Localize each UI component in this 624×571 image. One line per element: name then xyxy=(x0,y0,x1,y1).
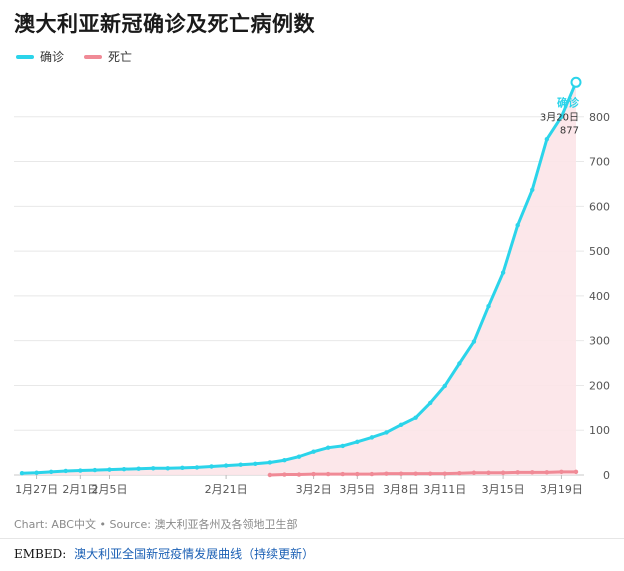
confirmed-point xyxy=(267,460,273,465)
confirmed-point xyxy=(34,470,39,475)
deaths-point xyxy=(369,471,375,477)
y-tick-label: 100 xyxy=(589,424,610,437)
x-tick-label: 3月2日 xyxy=(296,483,332,496)
x-tick-label: 2月1日 xyxy=(62,483,98,496)
confirmed-point xyxy=(92,467,98,473)
y-tick-label: 600 xyxy=(589,200,610,213)
legend-item-deaths: 死亡 xyxy=(84,48,132,65)
deaths-point xyxy=(457,471,462,476)
confirmed-point xyxy=(530,187,535,192)
x-tick-label: 3月19日 xyxy=(540,483,583,496)
legend-label-deaths: 死亡 xyxy=(108,50,133,64)
confirmed-point xyxy=(107,467,112,472)
confirmed-point xyxy=(311,449,316,454)
deaths-point xyxy=(340,471,345,477)
confirmed-point xyxy=(136,466,141,471)
confirmed-point xyxy=(515,222,520,228)
x-tick-label: 2月21日 xyxy=(205,483,248,496)
deaths-point xyxy=(267,472,273,478)
y-tick-label: 800 xyxy=(589,111,610,124)
confirmed-point xyxy=(78,468,83,473)
confirmed-point xyxy=(165,466,170,471)
y-tick-label: 400 xyxy=(589,290,610,303)
confirmed-point xyxy=(325,445,331,450)
confirmed-point xyxy=(442,383,447,389)
deaths-point xyxy=(355,471,360,477)
x-tick-label: 3月8日 xyxy=(383,483,419,496)
confirmed-point xyxy=(340,443,345,449)
deaths-point xyxy=(500,470,506,475)
legend-label-confirmed: 确诊 xyxy=(40,50,65,64)
deaths-point xyxy=(398,471,404,476)
y-tick-label: 300 xyxy=(589,335,610,348)
deaths-point xyxy=(428,471,433,476)
confirmed-point xyxy=(282,458,287,463)
confirmed-point xyxy=(500,270,506,275)
deaths-point xyxy=(384,471,389,476)
embed-link[interactable]: 澳大利亚全国新冠疫情发展曲线（持续更新） xyxy=(74,547,315,561)
deaths-point xyxy=(515,470,520,475)
annotation-series-label: 确诊 xyxy=(557,95,580,109)
chart-source: Chart: ABC中文 • Source: 澳大利亚各州及各领地卫生部 xyxy=(14,518,298,531)
confirmed-point xyxy=(63,468,68,474)
highlight-point xyxy=(570,76,582,88)
deaths-point xyxy=(311,471,316,477)
confirmed-point xyxy=(223,463,229,468)
confirmed-point xyxy=(253,461,258,467)
embed-row: EMBED: 澳大利亚全国新冠疫情发展曲线（持续更新） xyxy=(14,545,314,562)
legend-swatch-confirmed xyxy=(16,54,34,59)
deaths-point xyxy=(530,470,535,475)
deaths-point xyxy=(413,471,418,476)
x-tick-label: 3月11日 xyxy=(423,483,466,496)
chart-title: 澳大利亚新冠确诊及死亡病例数 xyxy=(14,12,315,36)
embed-label: EMBED: xyxy=(14,547,67,561)
deaths-point xyxy=(573,469,579,475)
confirmed-point xyxy=(355,439,360,445)
confirmed-point xyxy=(457,361,462,366)
confirmed-point xyxy=(486,303,491,309)
deaths-point xyxy=(486,470,491,475)
confirmed-point xyxy=(151,466,156,471)
confirmed-point xyxy=(428,400,433,406)
deaths-point xyxy=(282,472,287,477)
x-tick-label: 3月15日 xyxy=(482,483,525,496)
legend: 确诊 死亡 xyxy=(16,48,152,65)
legend-item-confirmed: 确诊 xyxy=(16,48,64,65)
confirmed-point xyxy=(384,430,389,435)
annotation-value: 877 xyxy=(560,125,579,136)
confirmed-point xyxy=(398,422,404,428)
deaths-point xyxy=(442,471,447,476)
confirmed-point xyxy=(209,464,214,469)
confirmed-area xyxy=(22,82,576,475)
annotation-date: 3月20日 xyxy=(540,111,579,123)
legend-swatch-deaths xyxy=(84,54,103,59)
confirmed-point xyxy=(296,454,302,459)
deaths-point xyxy=(471,470,477,475)
confirmed-point xyxy=(559,114,564,119)
confirmed-point xyxy=(194,465,200,470)
x-tick-label: 2月5日 xyxy=(91,483,127,496)
deaths-point xyxy=(296,472,302,477)
y-tick-label: 700 xyxy=(589,156,610,169)
deaths-point xyxy=(559,469,564,475)
y-tick-label: 500 xyxy=(589,245,610,258)
confirmed-point xyxy=(413,415,418,420)
deaths-line xyxy=(268,470,578,477)
y-tick-label: 200 xyxy=(589,379,610,392)
deaths-point xyxy=(544,470,550,475)
confirmed-point xyxy=(471,339,477,344)
footer-divider xyxy=(0,538,624,539)
deaths-point xyxy=(325,471,331,477)
confirmed-point xyxy=(180,465,185,471)
y-tick-label: 0 xyxy=(603,469,610,482)
confirmed-point xyxy=(369,435,375,440)
confirmed-point xyxy=(48,469,54,475)
x-tick-label: 3月5日 xyxy=(339,483,375,496)
x-tick-label: 1月27日 xyxy=(15,483,58,496)
confirmed-point xyxy=(238,462,243,467)
confirmed-point xyxy=(544,136,550,142)
confirmed-point xyxy=(121,466,127,472)
confirmed-point xyxy=(19,471,25,476)
